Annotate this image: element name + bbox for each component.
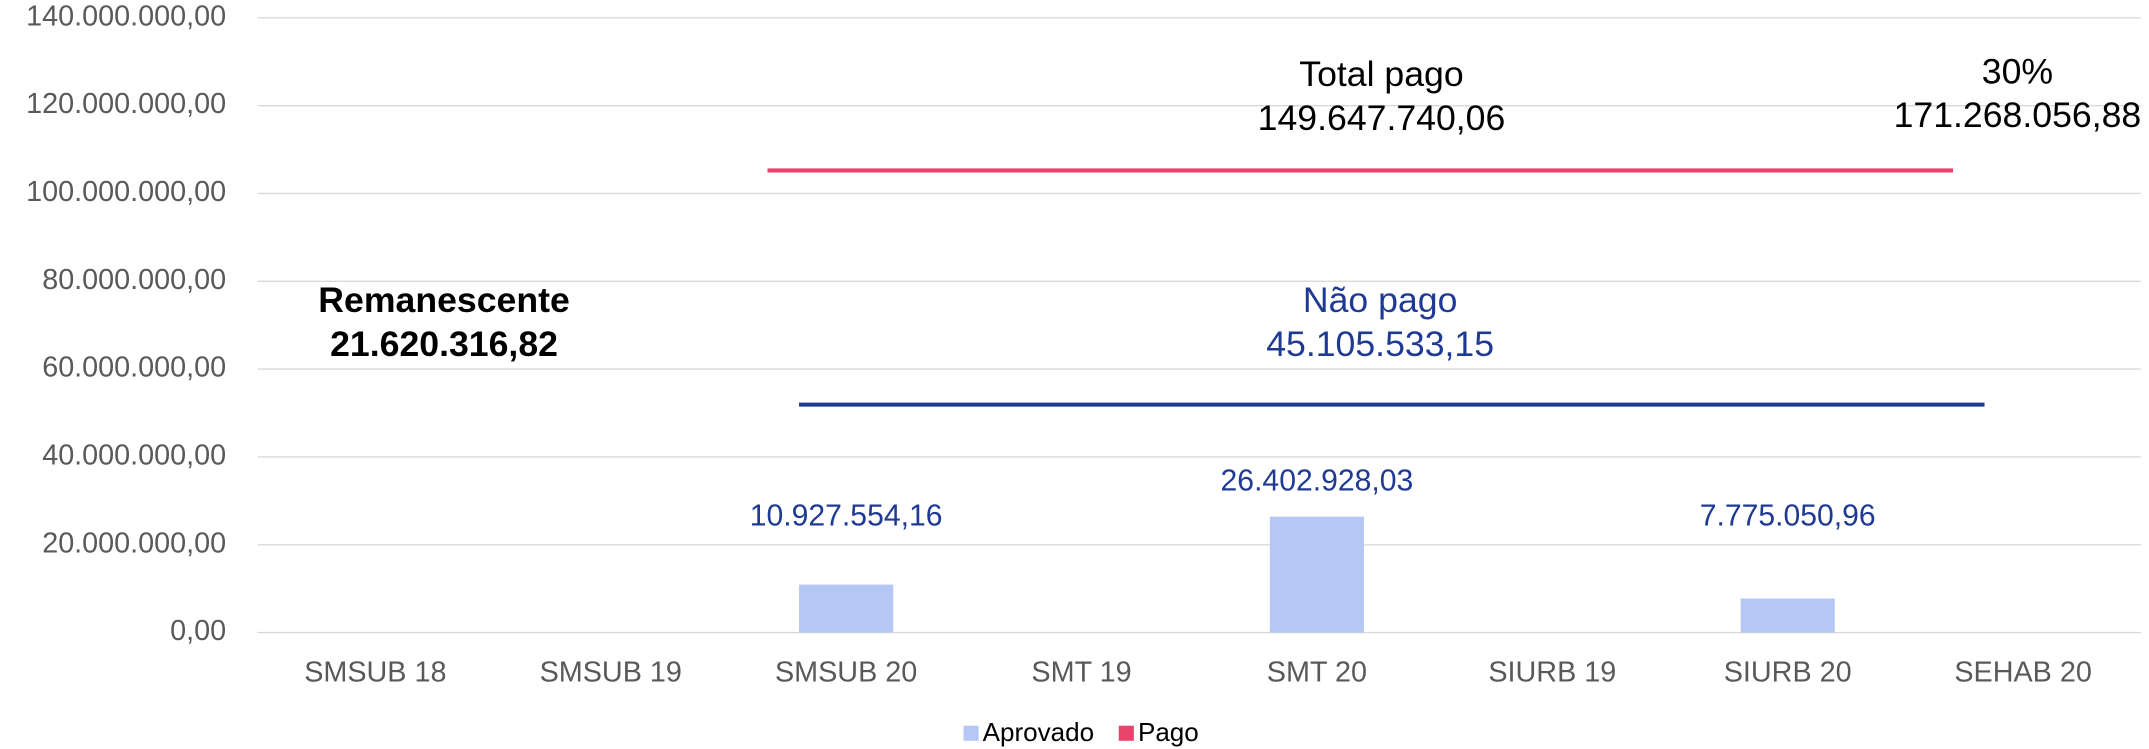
x-tick-label: SMT 20 bbox=[1267, 656, 1367, 688]
annotation: 21.620.316,82 bbox=[330, 324, 558, 364]
x-tick-label: SMSUB 18 bbox=[304, 656, 446, 688]
annotation: Total pago bbox=[1299, 54, 1463, 94]
legend-swatch bbox=[963, 725, 979, 741]
data-label: 10.927.554,16 bbox=[750, 500, 943, 533]
data-label: 7.775.050,96 bbox=[1700, 500, 1876, 533]
annotation: 171.268.056,88 bbox=[1894, 95, 2142, 135]
x-tick-label: SMSUB 19 bbox=[540, 656, 682, 688]
annotation: 30% bbox=[1982, 51, 2053, 91]
bar bbox=[799, 584, 894, 633]
legend-swatch bbox=[1118, 725, 1134, 741]
x-tick-label: SEHAB 20 bbox=[1954, 656, 2092, 688]
y-tick-label: 100.000.000,00 bbox=[26, 176, 226, 208]
x-tick-label: SMT 19 bbox=[1031, 656, 1131, 688]
annotation: Não pago bbox=[1303, 280, 1458, 320]
y-tick-label: 0,00 bbox=[170, 615, 226, 647]
data-label: 26.402.928,03 bbox=[1221, 464, 1414, 497]
x-tick-label: SMSUB 20 bbox=[775, 656, 917, 688]
annotation: 149.647.740,06 bbox=[1258, 98, 1506, 138]
y-tick-label: 40.000.000,00 bbox=[42, 440, 226, 472]
y-tick-label: 80.000.000,00 bbox=[42, 264, 226, 296]
bar bbox=[1269, 516, 1364, 633]
bar bbox=[1740, 598, 1835, 633]
legend-label: Aprovado bbox=[983, 717, 1094, 747]
legend-label: Pago bbox=[1138, 717, 1199, 747]
x-tick-label: SIURB 19 bbox=[1488, 656, 1616, 688]
y-tick-label: 120.000.000,00 bbox=[26, 88, 226, 120]
y-tick-label: 60.000.000,00 bbox=[42, 352, 226, 384]
y-tick-label: 20.000.000,00 bbox=[42, 527, 226, 559]
annotation: Remanescente bbox=[318, 280, 569, 320]
x-tick-label: SIURB 20 bbox=[1724, 656, 1852, 688]
y-tick-label: 140.000.000,00 bbox=[26, 0, 226, 32]
annotation: 45.105.533,15 bbox=[1266, 324, 1494, 364]
